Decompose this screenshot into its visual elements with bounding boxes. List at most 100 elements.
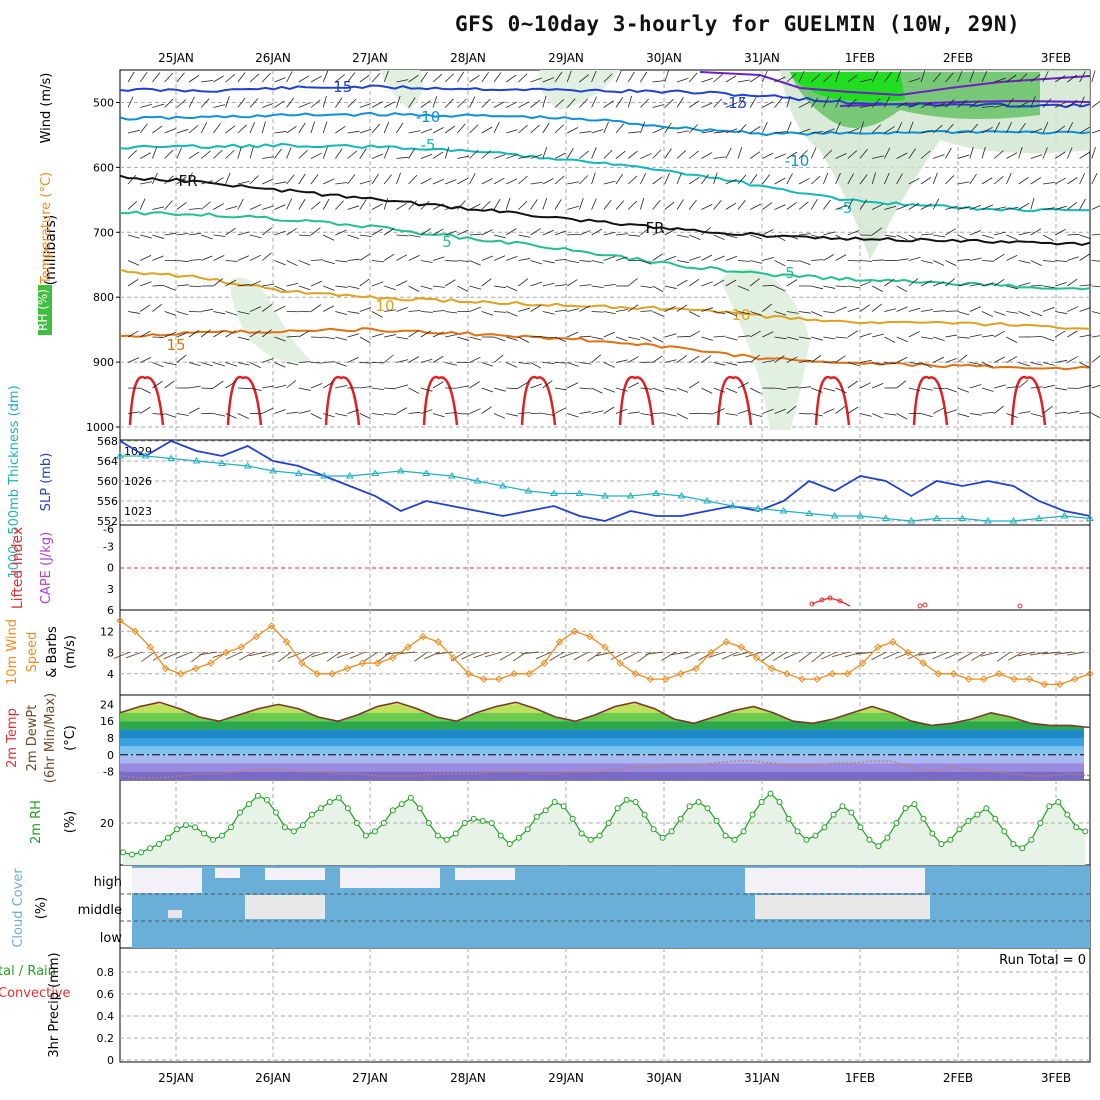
axis-label-wind: Wind (m/s) <box>39 73 54 144</box>
wind-barb <box>676 336 690 338</box>
wind-barb <box>859 332 872 338</box>
wind-barb <box>274 148 282 159</box>
wind-barb <box>993 122 1001 134</box>
wind-barb <box>127 96 134 108</box>
thickness-marker <box>805 509 814 516</box>
wind-barb <box>359 148 367 159</box>
wind-barb <box>664 333 677 338</box>
wind-barb <box>359 336 371 344</box>
wind-barb <box>969 100 980 108</box>
wind-barb <box>945 278 956 287</box>
wind-speed-marker <box>980 675 988 683</box>
lifted-index-marker <box>809 601 815 607</box>
wind-barb <box>810 97 819 108</box>
wind-barb <box>335 362 347 367</box>
surface-wind-barb <box>856 651 875 655</box>
wind-barb <box>640 387 653 390</box>
wind-barb <box>176 128 189 134</box>
wind-barb <box>713 73 723 83</box>
wind-barb <box>920 280 932 287</box>
wind-barb <box>383 70 389 83</box>
wind-barb <box>188 151 200 159</box>
wind-barb <box>628 382 640 389</box>
wind-barb <box>225 125 236 134</box>
wind-barb <box>981 177 993 185</box>
date-label-bottom: 29JAN <box>548 1071 584 1085</box>
isotherm-line <box>119 174 1091 247</box>
wind-barb <box>213 330 224 338</box>
wind-barb <box>420 128 433 134</box>
wind-barb <box>579 98 589 108</box>
wind-barb <box>127 200 138 210</box>
wind-barb <box>750 311 762 316</box>
wind-barb <box>237 124 247 134</box>
wind-barb <box>786 173 793 185</box>
wind-barb <box>1042 207 1055 210</box>
wind-barb <box>469 381 480 389</box>
wind-barb <box>823 96 829 108</box>
surface-wind-barb <box>535 651 552 660</box>
wind-barb <box>1067 256 1079 261</box>
wind-barb <box>457 123 466 134</box>
wind-barb <box>603 256 616 261</box>
rh-marker <box>335 794 342 801</box>
wind-barb <box>1006 356 1018 363</box>
temp-band <box>120 763 1084 772</box>
rh-marker <box>911 801 918 808</box>
wind-barb <box>823 311 836 314</box>
wind-barb <box>762 70 768 83</box>
wind-barb <box>908 278 919 287</box>
wind-barb <box>994 330 1005 338</box>
wind-barb <box>750 387 762 394</box>
thickness-marker <box>779 507 788 514</box>
wind-speed-marker <box>298 659 306 667</box>
wind-barb <box>457 336 469 341</box>
wind-barb <box>969 123 979 134</box>
wind-barb <box>993 150 1004 159</box>
wind-barb <box>920 260 933 264</box>
thickness-marker <box>754 504 763 511</box>
wind-barb <box>213 255 225 261</box>
wind-barb <box>481 71 490 83</box>
wind-barb <box>420 285 433 290</box>
wind-barb <box>762 360 775 363</box>
surface-wind-barb <box>191 651 205 663</box>
wind-barb <box>932 72 942 83</box>
wind-barb <box>835 285 848 287</box>
axis-label-temperature: Temperature (°C) <box>39 172 54 285</box>
wind-barb <box>908 177 920 185</box>
wind-barb <box>310 174 319 185</box>
wind-speed-marker <box>207 659 215 667</box>
wind-barb <box>518 200 528 210</box>
thickness-marker <box>728 502 737 509</box>
wind-barb <box>1006 336 1018 343</box>
wind-barb <box>872 259 885 261</box>
wind-barb <box>811 131 824 134</box>
wind-barb <box>518 336 530 343</box>
wind-barb <box>432 73 443 83</box>
wind-barb <box>994 311 1006 316</box>
wind-barb <box>749 173 758 185</box>
wind-speed-marker <box>1055 680 1064 689</box>
wind-barb <box>213 104 226 108</box>
isotherm-label: 5 <box>785 264 795 282</box>
wind-barb <box>994 356 1005 363</box>
wind-barb <box>835 172 841 185</box>
wind-barb <box>737 97 746 108</box>
surface-wind-barb <box>798 651 813 662</box>
wind-barb <box>774 260 786 267</box>
surface-wind-barb <box>125 651 143 659</box>
wind-barb <box>908 202 920 210</box>
axis-label-wind-speed: Speed <box>25 632 40 673</box>
date-label-top: 1FEB <box>845 51 875 65</box>
wind-barb <box>286 71 293 83</box>
wind-barb <box>798 336 811 340</box>
rh-marker <box>191 824 198 831</box>
wind-barb <box>310 152 322 159</box>
wind-barb <box>847 330 859 338</box>
wind-barb <box>518 412 531 414</box>
wind-barb <box>579 131 592 134</box>
wind-speed-marker <box>737 643 746 651</box>
wind-barb <box>920 233 933 236</box>
wind-barb <box>969 413 982 416</box>
